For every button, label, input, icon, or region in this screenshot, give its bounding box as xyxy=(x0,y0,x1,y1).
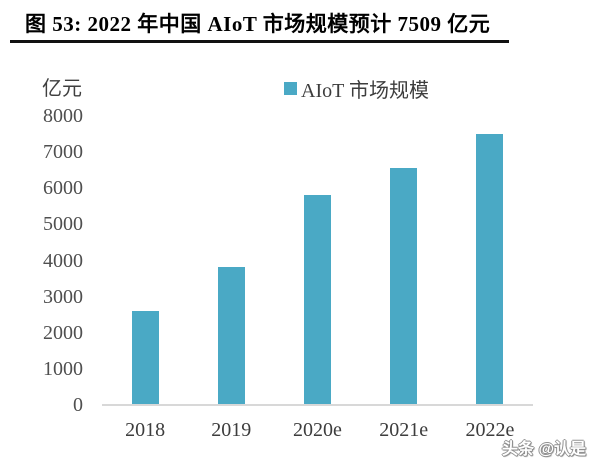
bar-2019 xyxy=(217,267,245,405)
plot-area xyxy=(102,116,533,405)
y-tick-label-3000: 3000 xyxy=(43,285,83,308)
bar-2022e xyxy=(476,133,504,405)
watermark: 头条 @认是 xyxy=(502,441,587,458)
y-tick-label-8000: 8000 xyxy=(43,105,83,127)
x-tick-label-2019: 2019 xyxy=(211,419,252,441)
y-tick-label-6000: 6000 xyxy=(43,177,83,200)
legend-label: AIoT 市场规模 xyxy=(301,80,429,102)
y-tick-label-1000: 1000 xyxy=(43,357,83,380)
bar-2021e xyxy=(390,168,418,405)
legend: AIoT 市场规模 xyxy=(284,74,429,103)
y-tick-label-7000: 7000 xyxy=(43,141,83,164)
x-tick-label-2018: 2018 xyxy=(125,419,166,441)
y-tick-label-0: 0 xyxy=(73,394,83,416)
y-tick-label-4000: 4000 xyxy=(43,249,83,272)
title-underline xyxy=(10,40,509,43)
legend-swatch xyxy=(284,82,297,95)
y-tick-label-2000: 2000 xyxy=(43,321,83,344)
x-tick-label-2022e: 2022e xyxy=(465,419,515,441)
y-axis-unit-label: 亿元 xyxy=(42,78,82,100)
bar-2020e xyxy=(304,194,331,405)
figure-title: 图 53: 2022 年中国 AIoT 市场规模预计 7509 亿元 xyxy=(25,12,491,36)
x-axis-line xyxy=(102,404,533,406)
x-tick-label-2021e: 2021e xyxy=(379,419,429,441)
y-tick-label-5000: 5000 xyxy=(43,213,83,236)
x-tick-label-2020e: 2020e xyxy=(293,419,342,441)
bar-2018 xyxy=(131,311,159,405)
